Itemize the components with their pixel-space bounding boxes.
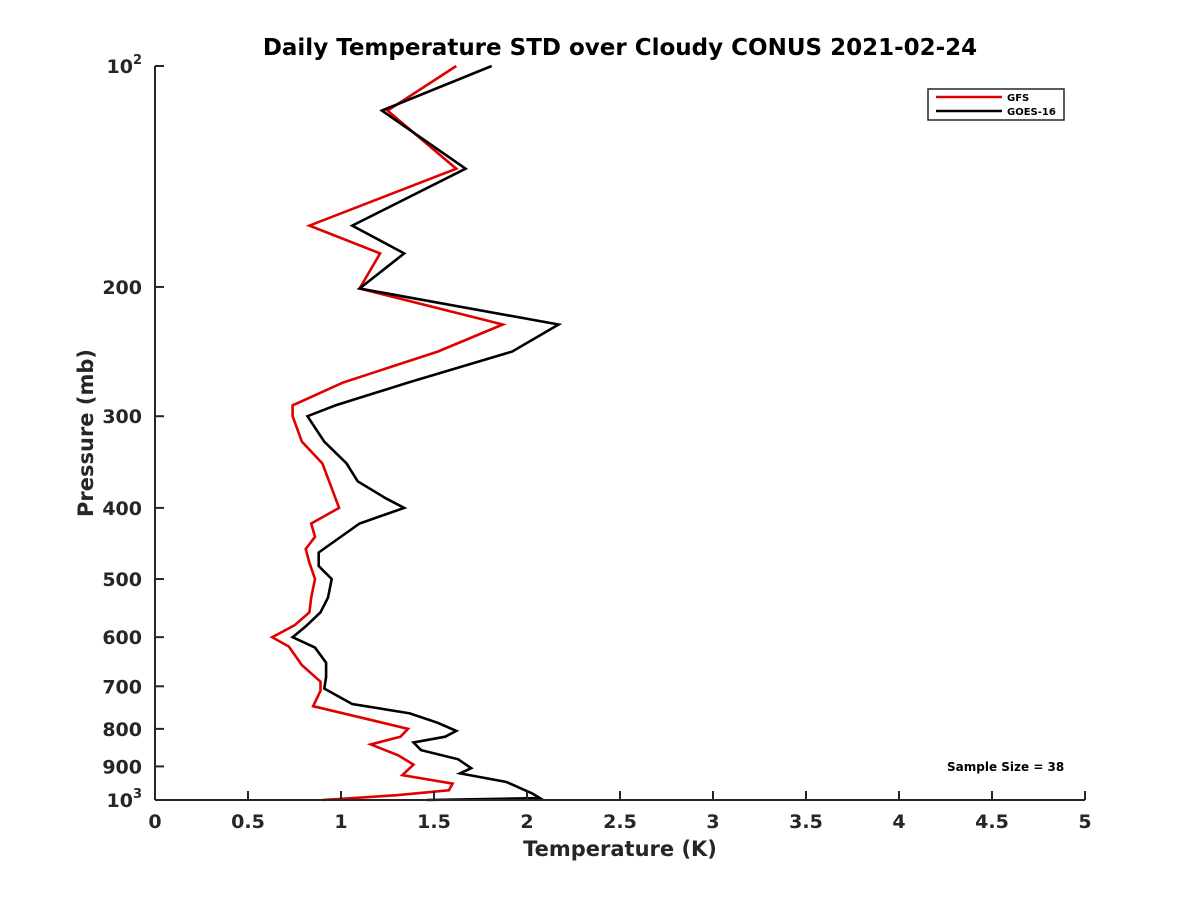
x-tick-label: 5 (1078, 811, 1091, 833)
y-tick-label: 103 (107, 787, 143, 812)
series-line-goes-16 (290, 64, 563, 802)
y-tick-label: 700 (102, 676, 142, 698)
y-tick-label: 400 (102, 498, 142, 520)
y-tick-label: 600 (102, 627, 142, 649)
x-axis-ticks: 0 0.5 1 1.5 2 2.5 3 3.5 4 4.5 5 (148, 791, 1092, 833)
x-tick-label: 3 (706, 811, 719, 833)
x-tick-label: 2 (520, 811, 533, 833)
y-tick-label: 900 (102, 756, 142, 778)
y-tick-label: 102 (107, 53, 143, 78)
y-tick-label: 500 (102, 569, 142, 591)
y-axis-label: Pressure (mb) (74, 349, 98, 517)
x-tick-label: 1 (334, 811, 347, 833)
y-axis-ticks: 102 200 300 400 500 600 700 800 900 103 (102, 53, 164, 812)
legend-label-goes-16: GOES-16 (1007, 107, 1056, 118)
legend-label-gfs: GFS (1007, 93, 1029, 104)
series-line-gfs (269, 64, 507, 802)
legend-box (927, 88, 1065, 121)
chart-title: Daily Temperature STD over Cloudy CONUS … (263, 35, 977, 61)
x-tick-label: 1.5 (417, 811, 451, 833)
y-tick-label: 300 (102, 406, 142, 428)
y-tick-label: 200 (102, 277, 142, 299)
x-tick-label: 4 (892, 811, 905, 833)
legend: GFS GOES-16 (927, 88, 1065, 121)
x-tick-label: 2.5 (603, 811, 637, 833)
sample-size-annotation: Sample Size = 38 (947, 760, 1064, 774)
x-tick-label: 0.5 (231, 811, 265, 833)
x-tick-label: 4.5 (975, 811, 1009, 833)
x-tick-label: 0 (148, 811, 161, 833)
y-tick-label: 800 (102, 719, 142, 741)
plot-lines (269, 64, 563, 802)
x-axis-label: Temperature (K) (523, 837, 717, 861)
x-tick-label: 3.5 (789, 811, 823, 833)
